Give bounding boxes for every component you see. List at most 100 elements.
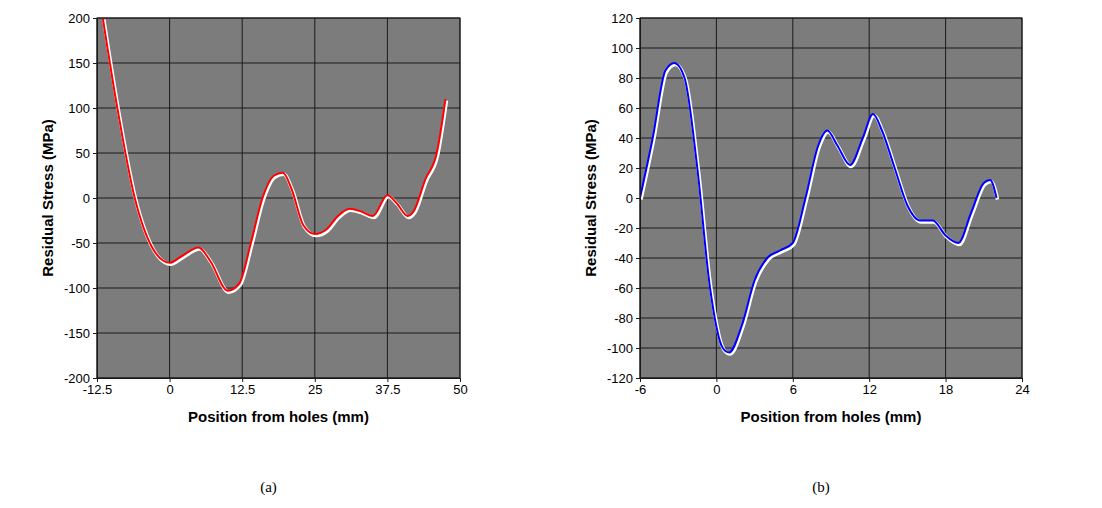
tick: 50	[453, 378, 467, 397]
tick: 20	[619, 161, 640, 176]
tick-label: 18	[939, 382, 953, 397]
tick: 150	[68, 56, 97, 71]
tick: 80	[619, 71, 640, 86]
grid-line-y	[640, 138, 1022, 139]
x-axis: -12.5012.52537.550	[83, 378, 468, 397]
tick-mark	[636, 318, 640, 319]
plot-background	[97, 18, 460, 378]
line	[640, 63, 997, 353]
tick-mark	[636, 18, 640, 19]
tick: -200	[64, 371, 97, 386]
tick-mark	[93, 153, 97, 154]
grid-line-y	[97, 153, 460, 154]
tick-label: 25	[308, 382, 322, 397]
tick: 37.5	[375, 378, 400, 397]
tick: -40	[614, 251, 640, 266]
y-axis-title: Residual Stress (MPa)	[39, 119, 56, 277]
tick-label: 0	[83, 191, 90, 206]
tick-mark	[93, 333, 97, 334]
grid-line-y	[640, 348, 1022, 349]
tick-mark	[636, 78, 640, 79]
grid	[640, 18, 1022, 378]
x-axis-title: Position from holes (mm)	[741, 408, 922, 425]
tick-mark	[636, 378, 640, 379]
tick-mark	[93, 108, 97, 109]
tick-label: 40	[619, 131, 633, 146]
y-axis-title: Residual Stress (MPa)	[582, 119, 599, 277]
tick-mark	[93, 198, 97, 199]
plot-background	[640, 18, 1022, 378]
tick-mark	[636, 198, 640, 199]
grid-line-y	[640, 108, 1022, 109]
tick: -150	[64, 326, 97, 341]
grid-line-y	[97, 288, 460, 289]
tick-label: -60	[614, 281, 633, 296]
tick-mark	[636, 288, 640, 289]
tick: 0	[83, 191, 97, 206]
grid-line-y	[640, 258, 1022, 259]
grid-line-y	[640, 228, 1022, 229]
grid	[97, 18, 460, 378]
axis-line	[93, 19, 98, 379]
tick-label: 80	[619, 71, 633, 86]
y-axis: -120-100-80-60-40-20020406080100120	[607, 11, 641, 386]
tick-label: -50	[71, 236, 90, 251]
tick: 12.5	[230, 378, 255, 397]
tick-label: -200	[64, 371, 90, 386]
tick-label: 0	[626, 191, 633, 206]
tick-label: 150	[68, 56, 90, 71]
x-axis-title: Position from holes (mm)	[188, 408, 369, 425]
tick-label: 50	[76, 146, 90, 161]
plot-area	[103, 18, 447, 292]
axis-line	[641, 379, 1023, 383]
panel-caption: (a)	[260, 479, 277, 496]
tick: -50	[71, 236, 97, 251]
tick-mark	[93, 243, 97, 244]
grid-line-y	[640, 288, 1022, 289]
panel: -606121824-120-100-80-60-40-200204060801…	[582, 11, 1030, 496]
tick-label: 100	[68, 101, 90, 116]
tick-label: 12.5	[230, 382, 255, 397]
tick: 0	[713, 378, 720, 397]
grid-line-y	[97, 333, 460, 334]
tick-label: 0	[166, 382, 173, 397]
tick-mark	[636, 258, 640, 259]
tick-label: 37.5	[375, 382, 400, 397]
tick: -80	[614, 311, 640, 326]
plot-area	[640, 63, 998, 354]
tick-label: 24	[1015, 382, 1029, 397]
tick-label: -80	[614, 311, 633, 326]
plot-frame	[97, 18, 460, 378]
tick-label: 12	[862, 382, 876, 397]
tick: -20	[614, 221, 640, 236]
grid-line-y	[640, 318, 1022, 319]
tick: 100	[68, 101, 97, 116]
tick: 200	[68, 11, 97, 26]
tick-mark	[93, 288, 97, 289]
tick: 6	[790, 378, 797, 397]
tick: 18	[939, 378, 953, 397]
tick-label: 60	[619, 101, 633, 116]
grid-line-y	[97, 198, 460, 199]
figure: -12.5012.52537.550-200-150-100-500501001…	[0, 0, 1102, 508]
tick: 100	[611, 41, 640, 56]
tick: 60	[619, 101, 640, 116]
x-axis: -6 0 6 12 18 24	[635, 378, 1030, 397]
tick-label: 0	[713, 382, 720, 397]
tick: -120	[607, 371, 640, 386]
tick-label: -6	[635, 382, 647, 397]
tick: 40	[619, 131, 640, 146]
tick-label: 120	[611, 11, 633, 26]
line	[103, 18, 446, 291]
tick: 25	[308, 378, 322, 397]
tick-label: 100	[611, 41, 633, 56]
tick-label: -150	[64, 326, 90, 341]
y-axis: -200-150-100-50050100150200	[64, 11, 98, 386]
tick-label: -120	[607, 371, 633, 386]
tick: 24	[1015, 378, 1029, 397]
tick-mark	[93, 63, 97, 64]
tick-mark	[636, 348, 640, 349]
tick-mark	[636, 108, 640, 109]
tick: 120	[611, 11, 640, 26]
axis-line	[636, 19, 641, 379]
